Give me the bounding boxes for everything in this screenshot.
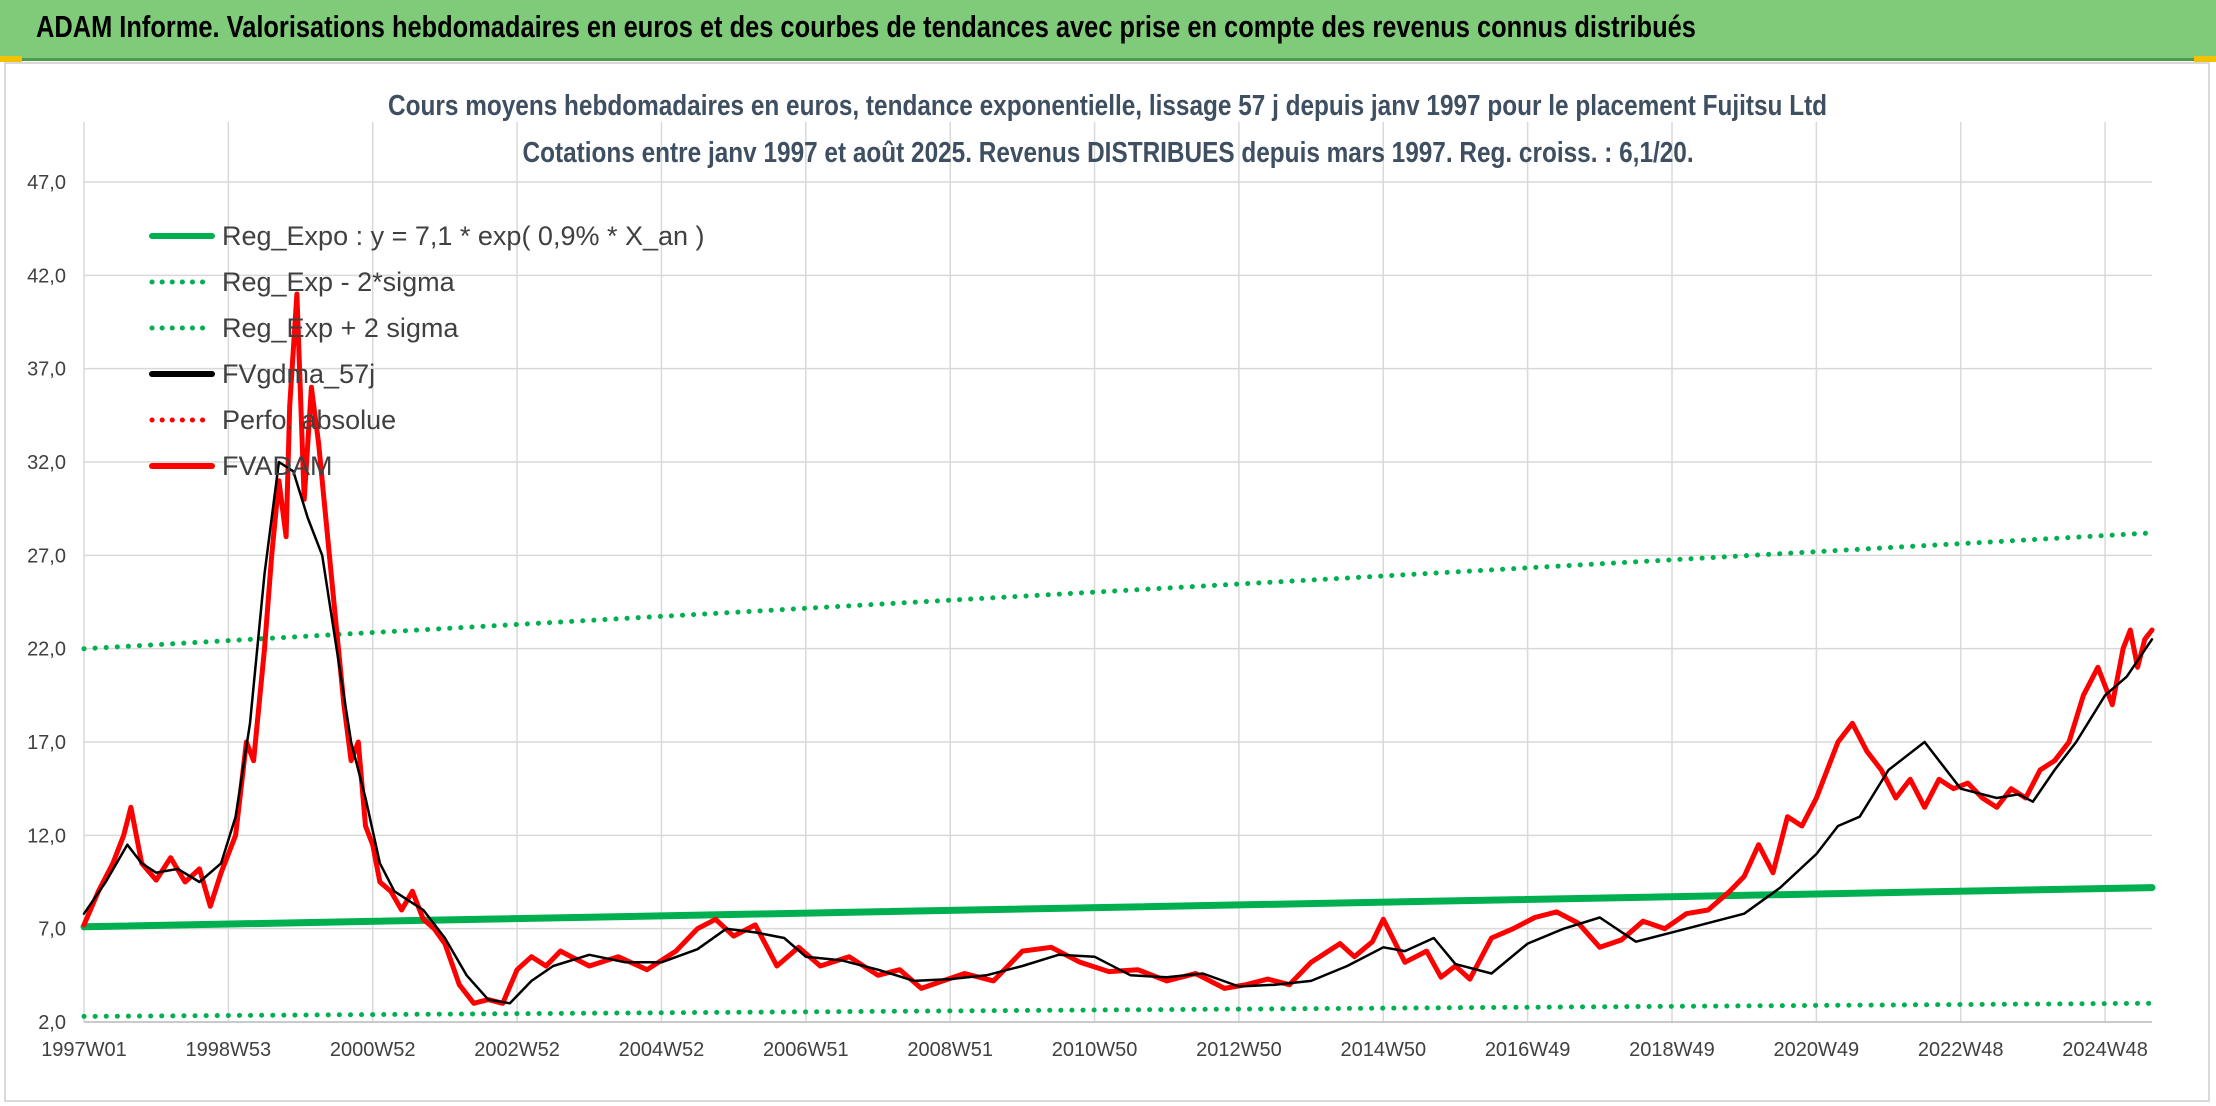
series-line bbox=[82, 460, 2154, 1005]
y-tick-label: 7,0 bbox=[38, 919, 66, 941]
corner-mark-right bbox=[2194, 56, 2216, 62]
chart-legend: Reg_Expo : y = 7,1 * exp( 0,9% * X_an ) R… bbox=[149, 221, 705, 481]
x-tick-label: 2004W52 bbox=[619, 1039, 705, 1061]
chart-title-text: Cours moyens hebdomadaires en euros, ten… bbox=[388, 90, 1828, 122]
x-tick-label: 2008W51 bbox=[907, 1039, 993, 1061]
x-tick-label: 1997W01 bbox=[41, 1039, 127, 1061]
chart-subtitle: Cotations entre janv 1997 et août 2025. … bbox=[0, 137, 2216, 170]
grid-lines bbox=[83, 122, 2152, 1023]
x-tick-label: 2020W49 bbox=[1774, 1039, 1860, 1061]
x-tick-label: 2016W49 bbox=[1485, 1039, 1571, 1061]
x-tick-label: 2006W51 bbox=[763, 1039, 849, 1061]
y-tick-label: 32,0 bbox=[27, 452, 66, 474]
series-lines bbox=[80, 291, 2156, 1019]
x-tick-label: 2018W49 bbox=[1629, 1039, 1715, 1061]
y-tick-label: 12,0 bbox=[27, 825, 66, 847]
chart-subtitle-text: Cotations entre janv 1997 et août 2025. … bbox=[522, 137, 1694, 169]
chart-title: Cours moyens hebdomadaires en euros, ten… bbox=[0, 90, 2216, 123]
legend-label: Reg_Exp - 2*sigma bbox=[222, 267, 456, 297]
series-line bbox=[81, 1000, 2155, 1019]
series-line bbox=[81, 291, 2155, 1006]
x-tick-label: 2000W52 bbox=[330, 1039, 416, 1061]
series-line bbox=[80, 884, 2156, 931]
y-tick-label: 27,0 bbox=[27, 545, 66, 567]
legend-label: Reg_Exp + 2 sigma bbox=[222, 313, 459, 343]
x-tick-label: 2010W50 bbox=[1052, 1039, 1138, 1061]
axis-ticks: 2,0 7,0 12,0 17,0 22,0 27,0 32,0 37,0 42,0 47,0 19… bbox=[27, 172, 2152, 1061]
chart-frame bbox=[4, 62, 2210, 1102]
y-tick-label: 47,0 bbox=[27, 172, 66, 194]
report-title: ADAM Informe. Valorisations hebdomadaire… bbox=[36, 9, 1696, 44]
x-tick-label: 1998W53 bbox=[186, 1039, 272, 1061]
y-tick-label: 17,0 bbox=[27, 732, 66, 754]
legend-label: Perfo. absolue bbox=[222, 405, 396, 435]
legend-label: FVgdma_57j bbox=[222, 359, 375, 389]
y-tick-label: 37,0 bbox=[27, 359, 66, 381]
x-tick-label: 2012W50 bbox=[1196, 1039, 1282, 1061]
legend-label: Reg_Expo : y = 7,1 * exp( 0,9% * X_an ) bbox=[222, 221, 705, 251]
x-tick-label: 2022W48 bbox=[1918, 1039, 2004, 1061]
legend-label: FVADAM bbox=[222, 451, 333, 481]
report-header: ADAM Informe. Valorisations hebdomadaire… bbox=[0, 0, 2216, 61]
x-tick-label: 2024W48 bbox=[2062, 1039, 2148, 1061]
y-tick-label: 2,0 bbox=[38, 1012, 66, 1034]
x-tick-label: 2002W52 bbox=[474, 1039, 560, 1061]
y-tick-label: 22,0 bbox=[27, 639, 66, 661]
y-tick-label: 42,0 bbox=[27, 265, 66, 287]
corner-mark-left bbox=[0, 56, 22, 62]
x-tick-label: 2014W50 bbox=[1340, 1039, 1426, 1061]
series-line bbox=[81, 530, 2155, 652]
